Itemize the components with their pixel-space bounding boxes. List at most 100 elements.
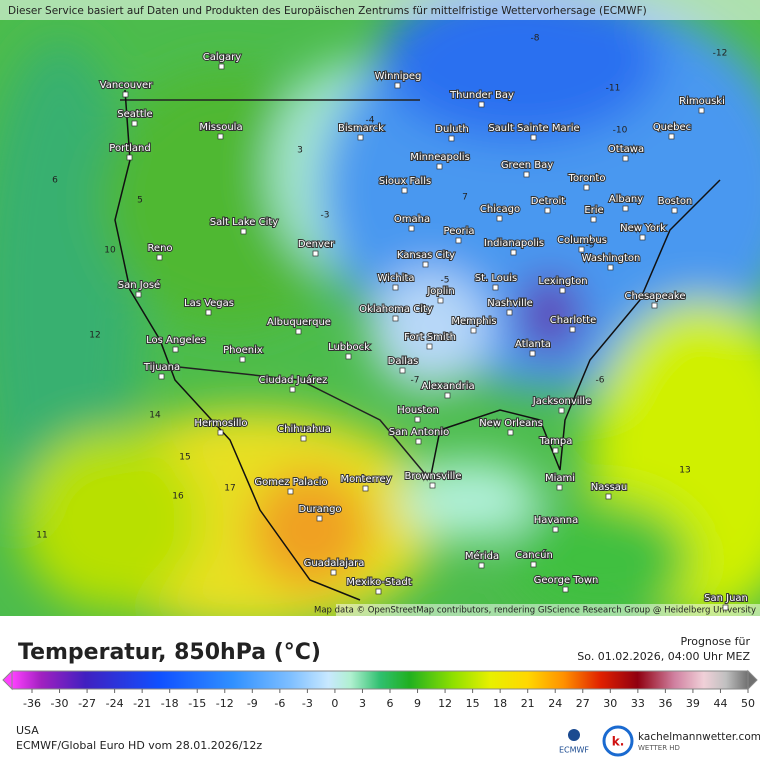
isotherm-label: 7 [462,193,468,203]
city-label: Brownsville [404,471,461,482]
city-label: Nassau [591,482,628,493]
city-label: Portland [109,143,150,154]
isotherm-label: -10 [613,126,628,136]
city-label: Lubbock [328,342,370,353]
city-label: Tijuana [143,362,180,373]
city-label: Lexington [538,276,587,287]
isotherm-label: -6 [596,376,605,386]
city-label: Mexiko-Stadt [346,577,411,588]
city-marker [523,171,530,178]
city-label: Columbus [557,235,607,246]
city-label: Thunder Bay [449,90,514,101]
city-label: Rimouski [679,96,725,107]
map: Dieser Service basiert auf Daten und Pro… [0,0,760,616]
city-marker [671,207,678,214]
city-marker [217,133,224,140]
city-marker [422,261,429,268]
city-label: Salt Lake City [210,217,279,228]
city-label: Hermosillo [194,418,247,429]
city-label: Bismarck [338,123,384,134]
city-marker [622,155,629,162]
city-marker [126,154,133,161]
isotherm-label: -12 [713,49,728,59]
city-marker [590,216,597,223]
colorbar-tick-label: -36 [23,697,41,710]
site-logo-k: k. [612,735,625,749]
city-label: Detroit [531,196,566,207]
city-marker [289,386,296,393]
legend-title: Temperatur, 850hPa (°C) [18,640,321,665]
city-marker [507,429,514,436]
isotherm-label: 13 [679,466,690,476]
city-marker [722,604,729,611]
city-label: Albuquerque [267,317,331,328]
isotherm-label: 6 [52,176,58,186]
city-marker [444,392,451,399]
city-marker [639,234,646,241]
colorbar-arrow [2,669,13,691]
city-marker [135,291,142,298]
coastline [114,89,361,601]
city-label: Sioux Falls [379,176,431,187]
city-label: Durango [298,504,341,515]
colorbar-tick-label: -15 [188,697,206,710]
colorbar [11,670,749,690]
colorbar-tick-label: 30 [603,697,617,710]
colorbar-tick-label: -6 [274,697,285,710]
city-marker [530,134,537,141]
colorbar-tick-label: -3 [302,697,313,710]
city-label: San José [118,279,160,291]
city-label: Miami [545,473,575,484]
isotherm-label: 16 [172,492,184,502]
city-marker [448,135,455,142]
colorbar-tick-label: 9 [414,697,421,710]
city-label: Quebec [653,122,691,133]
colorbar-tick-label: 50 [741,697,755,710]
colorbar-tick-label: -24 [106,697,124,710]
city-marker [510,249,517,256]
city-marker [158,373,165,380]
city-label: Cancún [515,549,553,561]
city-label: Winnipeg [375,71,422,82]
city-marker [530,561,537,568]
ecmwf-label: ECMWF [559,746,589,755]
city-marker [470,327,477,334]
city-marker [478,101,485,108]
city-label: Albany [609,194,643,205]
city-marker [414,416,421,423]
colorbar-tick-label: 15 [466,697,480,710]
city-marker [300,435,307,442]
city-label: New Orleans [479,418,543,429]
city-label: Joplin [426,286,454,297]
isotherm-label: 14 [149,411,161,421]
city-label: Washington [582,253,641,264]
city-label: Minneapolis [410,152,470,163]
city-label: Mérida [465,550,499,562]
city-label: San Juan [704,593,748,604]
city-label: Sault Sainte Marie [488,123,579,134]
ecmwf-logo [568,729,580,741]
city-marker [330,569,337,576]
colorbar-tick-label: -12 [216,697,234,710]
border [159,364,431,481]
city-marker [436,163,443,170]
city-label: Houston [397,405,439,416]
city-marker [362,485,369,492]
isotherm-label: -3 [321,211,330,221]
city-label: St. Louis [475,273,517,284]
city-marker [131,120,138,127]
colorbar-tick-label: -21 [133,697,151,710]
isotherm-label: 17 [224,484,235,494]
city-label: Chesapeake [624,291,685,302]
city-marker [478,562,485,569]
colorbar-tick-label: 36 [658,697,672,710]
city-label: Monterrey [340,474,391,485]
site-logo [602,725,634,757]
city-marker [399,367,406,374]
city-marker [552,447,559,454]
colorbar-tick-label: 0 [331,697,338,710]
city-marker [492,284,499,291]
city-label: Los Angeles [146,335,206,346]
forecast-label: Prognose für [681,635,751,648]
city-marker [651,302,658,309]
